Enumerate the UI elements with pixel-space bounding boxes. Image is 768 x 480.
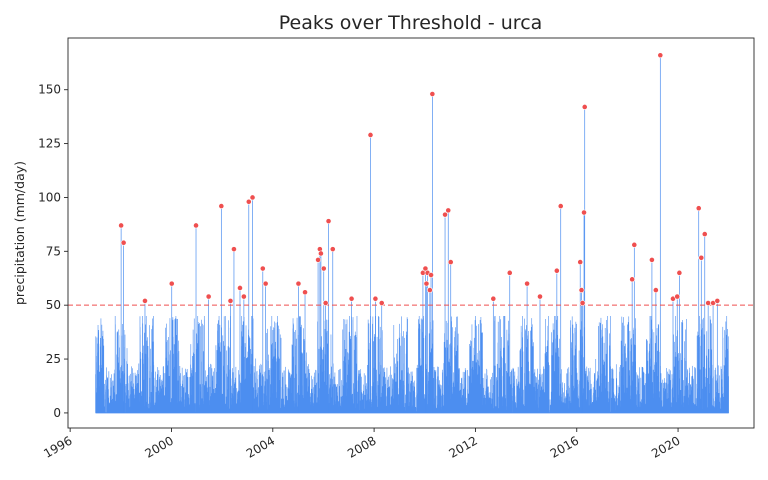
y-tick-label: 100 <box>38 190 61 204</box>
peak-point <box>372 295 379 302</box>
peak-point <box>578 287 585 293</box>
peak-point <box>553 267 560 274</box>
peak-point <box>426 287 433 293</box>
peak-point <box>557 203 564 209</box>
peak-point <box>240 293 247 300</box>
peak-point <box>378 300 385 306</box>
peak-point <box>262 280 269 287</box>
peak-point <box>695 205 702 212</box>
peak-point <box>676 269 683 276</box>
peak-point <box>168 280 175 287</box>
y-tick-label: 0 <box>53 406 61 420</box>
peak-point <box>581 209 587 216</box>
plot-area <box>68 52 754 414</box>
peak-point <box>259 265 266 272</box>
peak-point <box>325 218 332 225</box>
y-tick-label: 50 <box>46 298 61 312</box>
peak-point <box>698 254 705 261</box>
peak-point <box>490 295 497 302</box>
peak-point <box>705 300 712 306</box>
y-tick-label: 150 <box>38 83 61 97</box>
peak-point <box>674 293 681 300</box>
y-axis: 0 25 50 75 100 125 150 <box>38 83 68 420</box>
peak-point <box>322 300 329 306</box>
peak-point <box>429 91 436 97</box>
peak-point <box>249 194 256 201</box>
peak-point <box>302 289 308 296</box>
precipitation-line <box>95 315 729 413</box>
y-tick-label: 125 <box>38 137 61 151</box>
peak-point <box>245 198 252 205</box>
peak-point <box>329 246 336 253</box>
plot-frame <box>67 37 755 429</box>
peak-point <box>537 293 543 300</box>
peak-point <box>227 297 234 304</box>
peak-point <box>652 287 659 293</box>
peak-point <box>218 203 225 209</box>
peak-point <box>295 280 302 287</box>
peak-point <box>524 280 530 287</box>
peak-point <box>142 297 148 304</box>
peak-point <box>320 265 327 272</box>
peak-point <box>367 132 374 138</box>
peak-point <box>629 276 636 283</box>
peak-point <box>657 52 664 59</box>
peak-point <box>423 280 430 287</box>
peak-points <box>118 52 721 306</box>
peak-point <box>631 241 638 248</box>
chart-title: Peaks over Threshold - urca <box>279 12 543 34</box>
peak-point <box>579 300 586 306</box>
peak-point <box>649 257 655 263</box>
y-tick-label: 25 <box>46 352 61 366</box>
peak-point <box>428 272 434 278</box>
peak-point <box>237 285 243 291</box>
y-tick-label: 75 <box>46 244 61 258</box>
y-axis-label: precipitation (mm/day) <box>12 161 27 305</box>
precipitation-series <box>95 55 729 414</box>
peak-point <box>701 231 708 237</box>
peak-point <box>193 222 199 229</box>
peak-point <box>442 211 448 218</box>
peak-point <box>318 250 324 257</box>
peak-point <box>118 222 125 229</box>
peak-point <box>714 297 721 304</box>
peak-point <box>445 207 452 214</box>
peak-point <box>348 295 355 302</box>
peak-point <box>205 293 212 300</box>
peak-point <box>231 246 237 253</box>
peak-point <box>506 269 513 276</box>
peak-point <box>577 259 584 265</box>
peak-point <box>581 104 588 110</box>
peak-point <box>315 257 321 263</box>
peak-point <box>447 259 454 265</box>
peak-point <box>120 239 127 246</box>
